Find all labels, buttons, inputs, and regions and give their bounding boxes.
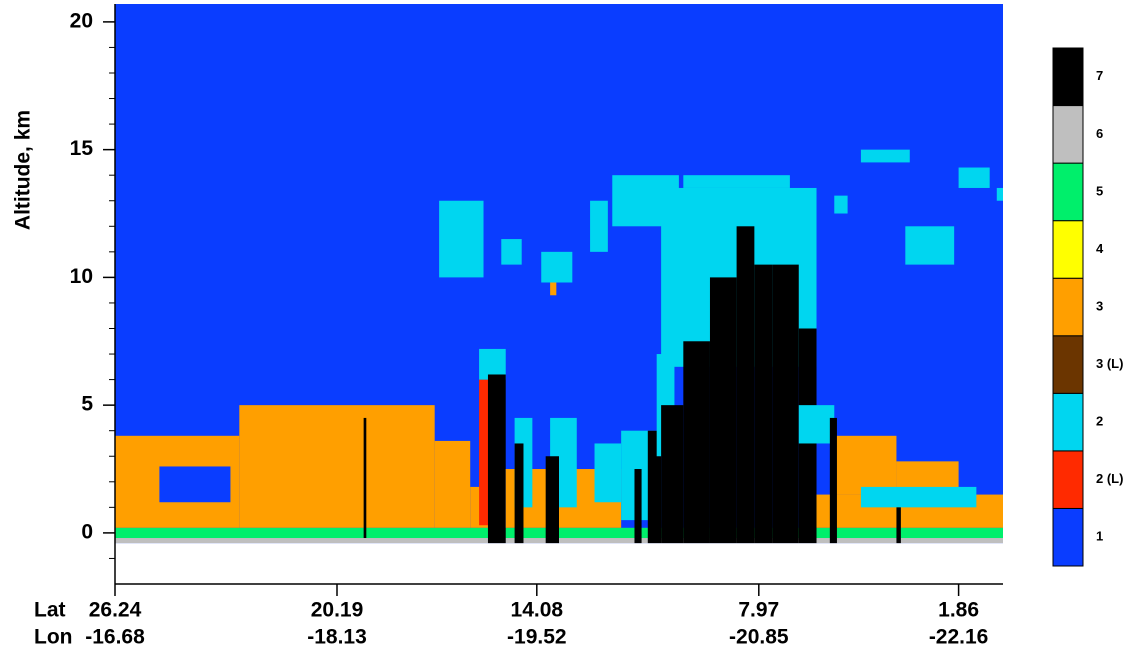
feature: [634, 469, 641, 543]
feature: [546, 456, 559, 543]
feature: [590, 201, 608, 252]
feature: [515, 443, 524, 543]
feature: [754, 265, 772, 544]
legend-swatch: [1053, 451, 1083, 509]
legend-label: 2 (L): [1096, 471, 1123, 486]
legend-label: 4: [1096, 241, 1104, 256]
x-tick-label: 7.97: [738, 599, 779, 622]
feature: [830, 418, 837, 543]
y-tick-label: 10: [70, 265, 93, 288]
legend-label: 2: [1096, 414, 1103, 429]
feature: [861, 487, 976, 507]
legend-label: 3: [1096, 298, 1103, 313]
x-tick-label: 20.19: [311, 599, 364, 622]
x2-tick-label: -22.16: [929, 626, 989, 649]
x-tick-label: 1.86: [938, 599, 979, 622]
legend-label: 7: [1096, 68, 1103, 83]
feature: [834, 196, 847, 214]
x2-tick-label: -19.52: [507, 626, 567, 649]
y-tick-label: 15: [70, 137, 94, 160]
feature: [834, 436, 896, 495]
x2-tick-label: -18.13: [307, 626, 367, 649]
x-tick-label: 14.08: [511, 599, 564, 622]
legend-label: 6: [1096, 126, 1103, 141]
y-tick-label: 20: [70, 9, 93, 32]
feature: [595, 443, 622, 502]
feature: [364, 418, 367, 538]
legend-swatch: [1053, 336, 1083, 394]
x-row-label: Lon: [34, 626, 72, 649]
feature: [710, 277, 737, 543]
legend-swatch: [1053, 221, 1083, 279]
feature: [488, 374, 506, 543]
x2-tick-label: -16.68: [85, 626, 145, 649]
legend-label: 3 (L): [1096, 356, 1123, 371]
feature: [861, 150, 910, 163]
x2-tick-label: -20.85: [729, 626, 789, 649]
feature: [439, 201, 483, 278]
legend-swatch: [1053, 393, 1083, 451]
legend-swatch: [1053, 508, 1083, 566]
feature: [501, 239, 521, 265]
legend-swatch: [1053, 163, 1083, 221]
y-tick-label: 0: [81, 520, 93, 543]
feature: [905, 226, 954, 264]
x-row-label: Lat: [34, 599, 66, 622]
feature: [541, 252, 572, 283]
feature: [737, 226, 755, 543]
legend-swatch: [1053, 48, 1083, 106]
feature: [239, 405, 434, 528]
chart: Altitude, km Lat Lon 0510152026.2420.191…: [0, 0, 1144, 656]
legend-label: 5: [1096, 183, 1103, 198]
legend-swatch: [1053, 106, 1083, 164]
feature: [159, 466, 230, 502]
feature: [772, 265, 799, 544]
feature: [683, 341, 710, 543]
y-tick-label: 5: [81, 393, 93, 416]
legend-label: 1: [1096, 529, 1103, 544]
feature: [550, 283, 556, 296]
x-tick-label: 26.24: [89, 599, 142, 622]
feature: [612, 175, 679, 226]
feature: [997, 188, 1003, 201]
feature: [959, 168, 990, 188]
feature: [661, 405, 683, 543]
legend-swatch: [1053, 278, 1083, 336]
y-axis-label: Altitude, km: [12, 110, 35, 230]
feature: [435, 441, 471, 528]
feature: [799, 405, 835, 443]
feature: [896, 507, 900, 543]
feature: [683, 175, 790, 188]
